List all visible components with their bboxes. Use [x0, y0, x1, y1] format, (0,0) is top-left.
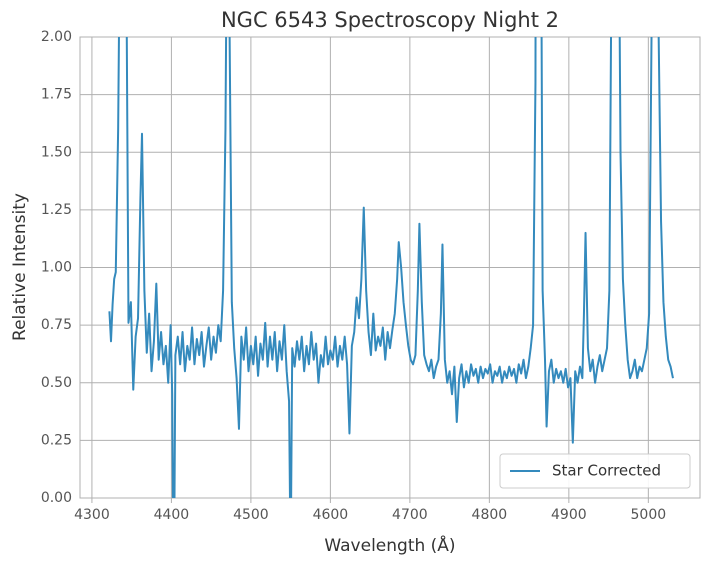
- y-tick-label: 0.75: [41, 317, 72, 333]
- y-tick-label: 2.00: [41, 29, 72, 45]
- y-axis-label: Relative Intensity: [10, 193, 30, 341]
- y-tick-label: 1.50: [41, 144, 72, 160]
- plot-frame: [79, 36, 701, 499]
- grid: [80, 36, 700, 499]
- x-axis-label: Wavelength (Å): [324, 534, 455, 556]
- legend: Star Corrected: [499, 453, 691, 489]
- x-tick-label: 4900: [551, 507, 587, 523]
- y-tick-label: 0.00: [41, 490, 72, 506]
- x-tick-label: 4700: [392, 507, 428, 523]
- x-tick-label: 4400: [154, 507, 190, 523]
- legend-label: Star Corrected: [552, 462, 661, 480]
- y-tick-label: 1.00: [41, 260, 72, 276]
- x-tick-label: 4800: [472, 507, 508, 523]
- spectrum-line: [108, 37, 674, 498]
- y-tick-label: 0.25: [41, 432, 72, 448]
- y-tick-label: 1.75: [41, 87, 72, 103]
- y-tick-label: 1.25: [41, 202, 72, 218]
- chart-title: NGC 6543 Spectroscopy Night 2: [221, 8, 559, 32]
- x-tick-label: 5000: [631, 507, 667, 523]
- x-tick-label: 4300: [74, 507, 110, 523]
- x-tick-label: 4600: [313, 507, 349, 523]
- y-tick-label: 0.50: [41, 375, 72, 391]
- legend-box: [499, 453, 691, 489]
- x-tick-label: 4500: [233, 507, 269, 523]
